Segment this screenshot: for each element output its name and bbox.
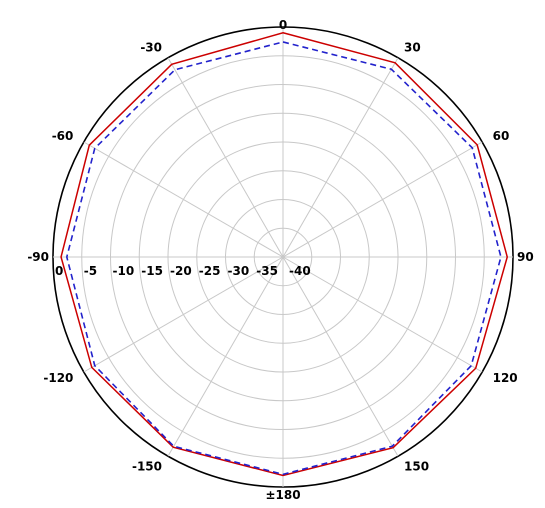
radial-tick-label: -10 (113, 264, 135, 278)
angle-tick-label: 150 (404, 460, 429, 474)
grid-spoke (83, 256, 284, 373)
radial-tick-label: -25 (199, 264, 221, 278)
angle-tick-label: 60 (493, 129, 510, 143)
radial-tick-label: -40 (289, 264, 311, 278)
angle-tick-label: 90 (517, 250, 534, 264)
radial-tick-label: -5 (84, 264, 97, 278)
angle-tick-label: 30 (404, 40, 421, 54)
angle-tick-label: -60 (52, 129, 74, 143)
angle-tick-label: 0 (279, 18, 287, 32)
grid-spoke (282, 256, 483, 373)
grid-spoke (282, 141, 483, 258)
radial-tick-label: 0 (55, 264, 63, 278)
angle-tick-label: -30 (140, 40, 162, 54)
angle-tick-label: -90 (27, 250, 49, 264)
radial-tick-label: -35 (256, 264, 278, 278)
radial-tick-label: -15 (141, 264, 163, 278)
angle-tick-label: -120 (43, 371, 73, 385)
grid-spoke (83, 141, 284, 258)
grid-spoke (167, 57, 284, 258)
grid-spoke (167, 256, 284, 457)
polar-grid (52, 26, 514, 488)
radial-tick-label: -20 (170, 264, 192, 278)
series-group (60, 31, 509, 477)
angle-tick-label: -150 (132, 460, 162, 474)
angle-tick-label: ±180 (265, 488, 300, 502)
label-group: 0 30 60 90 120 150 ±180 -150 -120 -90 -60 -30 0 -5 -10… (27, 18, 533, 502)
radial-tick-label: -30 (228, 264, 250, 278)
series-line-2 (65, 41, 502, 476)
grid-spoke (282, 57, 399, 258)
series-line-1 (60, 31, 509, 477)
angle-tick-label: 120 (493, 371, 518, 385)
grid-spoke (282, 256, 399, 457)
